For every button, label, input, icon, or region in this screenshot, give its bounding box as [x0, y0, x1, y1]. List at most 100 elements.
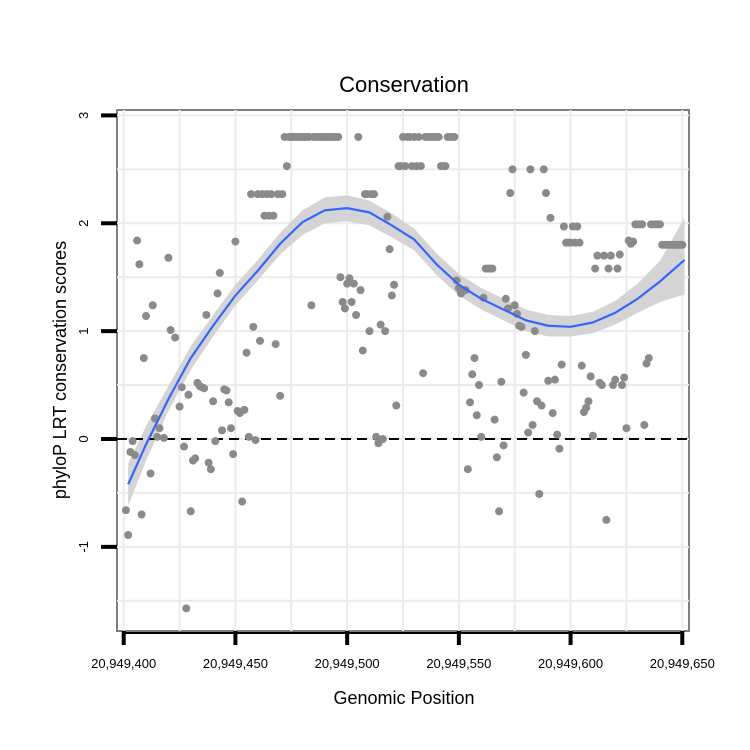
data-point — [256, 336, 264, 345]
data-point — [501, 294, 510, 303]
data-point — [477, 432, 486, 441]
data-point — [550, 375, 559, 384]
data-point — [499, 441, 508, 450]
data-point — [148, 301, 157, 310]
data-point — [597, 381, 606, 390]
data-point — [345, 274, 354, 283]
data-point — [452, 276, 461, 285]
data-point — [548, 409, 557, 418]
data-point — [184, 390, 193, 399]
data-point — [655, 220, 664, 229]
data-point — [470, 354, 479, 363]
data-point — [526, 165, 535, 174]
data-point — [218, 426, 227, 435]
data-point — [347, 298, 356, 307]
data-point — [354, 132, 363, 141]
data-point — [497, 377, 506, 386]
data-point — [495, 507, 504, 516]
data-point — [269, 211, 278, 220]
data-point — [224, 398, 233, 407]
data-point — [142, 312, 151, 321]
data-point — [472, 411, 481, 420]
smooth-curve — [127, 207, 686, 485]
data-point — [613, 264, 622, 273]
data-point — [584, 397, 593, 406]
data-point — [130, 451, 139, 460]
data-point — [559, 222, 568, 231]
data-point — [524, 428, 533, 437]
data-point — [544, 376, 553, 385]
x-tick-label: 20,949,650 — [650, 656, 715, 671]
data-point — [537, 401, 546, 410]
data-point — [276, 391, 285, 400]
data-point — [128, 437, 137, 446]
data-point — [434, 132, 443, 141]
data-point — [338, 298, 347, 307]
data-point — [213, 289, 222, 298]
data-point — [340, 304, 349, 313]
data-point — [463, 465, 472, 474]
data-point — [209, 397, 218, 406]
data-point — [620, 373, 629, 382]
data-point — [510, 301, 519, 310]
data-point — [546, 213, 555, 222]
data-point — [215, 268, 224, 277]
data-point — [137, 510, 146, 519]
data-point — [383, 212, 392, 221]
data-point — [586, 372, 595, 381]
data-point — [490, 415, 499, 424]
data-point — [401, 162, 410, 171]
data-point — [414, 132, 423, 141]
data-point — [416, 162, 425, 171]
data-point — [133, 236, 142, 245]
data-point — [678, 240, 687, 249]
data-point — [644, 354, 653, 363]
data-point — [204, 458, 213, 467]
data-point — [372, 432, 381, 441]
data-point — [385, 245, 394, 254]
data-point — [622, 424, 631, 433]
x-axis: 20,949,400 20,949,450 20,949,500 20,949,550… — [91, 631, 715, 671]
data-point — [307, 301, 316, 310]
data-point — [251, 436, 260, 445]
data-point — [606, 251, 615, 260]
data-point — [231, 237, 240, 246]
data-point — [369, 190, 378, 199]
data-point — [336, 273, 345, 282]
y-tick-label: 3 — [76, 112, 91, 119]
data-point — [602, 515, 611, 524]
data-point — [356, 286, 365, 295]
data-point — [542, 189, 550, 198]
data-point — [508, 165, 517, 174]
data-point — [450, 132, 459, 141]
x-tick-label: 20,949,500 — [315, 656, 380, 671]
data-point — [474, 381, 483, 390]
data-point — [171, 333, 180, 342]
data-point — [519, 388, 528, 397]
data-point — [419, 369, 428, 378]
data-point — [555, 444, 564, 453]
data-point — [242, 348, 251, 357]
data-point — [240, 405, 249, 414]
data-point — [488, 264, 497, 273]
x-tick-label: 20,949,400 — [91, 656, 156, 671]
x-tick-label: 20,949,600 — [538, 656, 603, 671]
data-point — [271, 340, 280, 349]
data-point — [528, 420, 537, 429]
x-tick-label: 20,949,450 — [203, 656, 268, 671]
data-point — [164, 253, 173, 262]
data-point — [582, 403, 591, 412]
data-point — [577, 361, 586, 370]
data-point — [226, 424, 235, 433]
data-point — [575, 238, 584, 247]
data-point — [249, 322, 258, 331]
data-point — [206, 465, 215, 474]
data-point — [387, 291, 396, 300]
data-point — [175, 402, 184, 411]
data-point — [222, 386, 231, 395]
data-point — [638, 220, 647, 229]
data-point — [553, 430, 562, 439]
data-point — [517, 322, 526, 331]
y-axis-label: phyloP LRT conservation scores — [50, 241, 70, 499]
y-tick-label: -1 — [76, 541, 91, 553]
